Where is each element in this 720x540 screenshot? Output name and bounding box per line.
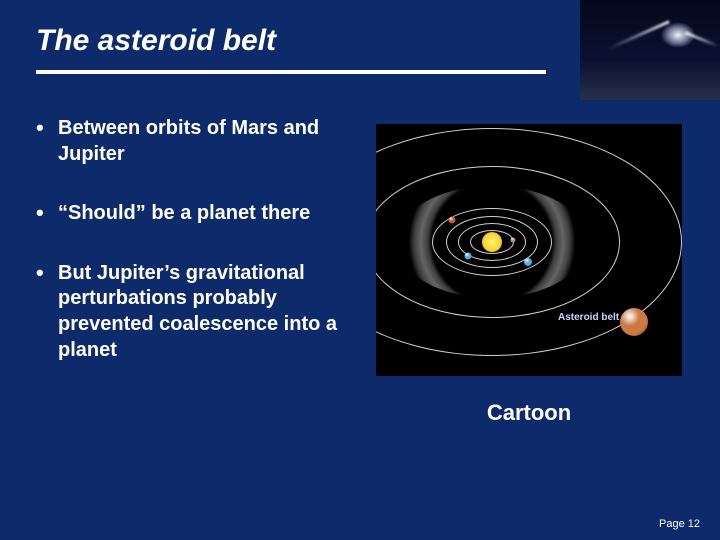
- content-row: Between orbits of Mars and Jupiter “Shou…: [36, 116, 684, 426]
- planet: [620, 308, 648, 336]
- comet-image: [580, 0, 720, 100]
- planet: [511, 238, 516, 243]
- title-underline: [36, 70, 546, 74]
- slide: The asteroid belt Between orbits of Mars…: [0, 0, 720, 540]
- bullet-list: Between orbits of Mars and Jupiter “Shou…: [36, 116, 356, 426]
- planet: [465, 253, 472, 260]
- diagram-column: Asteroid belt Cartoon: [374, 116, 684, 426]
- sun: [482, 232, 502, 252]
- diagram-caption: Cartoon: [487, 400, 571, 426]
- planet: [524, 258, 532, 266]
- bullet-item: Between orbits of Mars and Jupiter: [36, 116, 356, 167]
- belt-label: Asteroid belt: [558, 312, 619, 323]
- page-number: Page 12: [659, 518, 700, 530]
- planet: [449, 217, 456, 224]
- bullet-item: “Should” be a planet there: [36, 201, 356, 227]
- bullet-item: But Jupiter’s gravitational perturbation…: [36, 261, 356, 363]
- asteroid-belt-diagram: Asteroid belt: [376, 124, 682, 376]
